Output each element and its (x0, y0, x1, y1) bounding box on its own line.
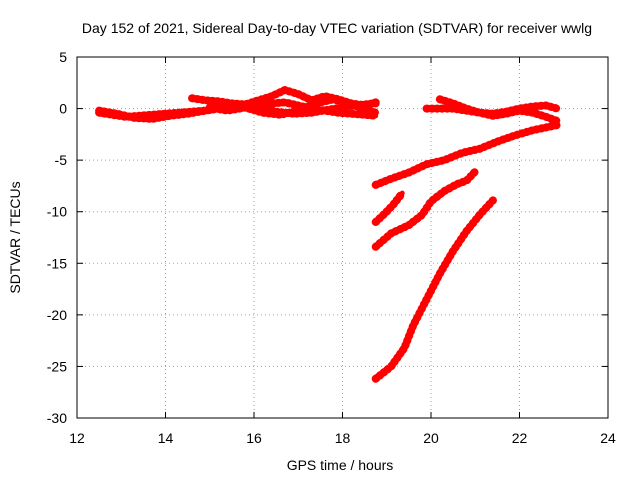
y-tick-label-2: -5 (55, 152, 68, 168)
y-tick-label-5: -20 (47, 307, 67, 323)
x-axis-label: GPS time / hours (287, 457, 394, 473)
series-texture-8 (371, 167, 480, 251)
x-tick-label-2: 16 (246, 430, 262, 446)
x-tick-label-4: 20 (423, 430, 439, 446)
y-axis-label: SDTVAR / TECUs (7, 181, 23, 293)
tick-layer: 12 14 16 18 20 22 24 5 0 -5 -10 -15 -20 -25 -30 (47, 49, 616, 446)
y-tick-label-6: -25 (47, 358, 67, 374)
x-tick-label-1: 14 (158, 430, 174, 446)
y-tick-label-1: 0 (59, 101, 67, 117)
series-texture-6 (371, 121, 562, 189)
y-tick-label-7: -30 (47, 410, 67, 426)
x-tick-label-3: 18 (335, 430, 351, 446)
series-layer (95, 86, 562, 383)
y-tick-label-0: 5 (59, 49, 67, 65)
series-texture-7 (371, 189, 407, 227)
series-texture-3 (205, 95, 380, 119)
grid-layer (77, 57, 608, 418)
series-texture-9 (371, 196, 497, 383)
x-tick-label-6: 24 (600, 430, 616, 446)
x-tick-label-0: 12 (69, 430, 85, 446)
y-tick-label-4: -15 (47, 255, 67, 271)
y-tick-label-3: -10 (47, 204, 67, 220)
x-tick-label-5: 22 (512, 430, 528, 446)
series-texture-5 (435, 95, 562, 125)
chart-title: Day 152 of 2021, Sidereal Day-to-day VTE… (82, 20, 592, 36)
